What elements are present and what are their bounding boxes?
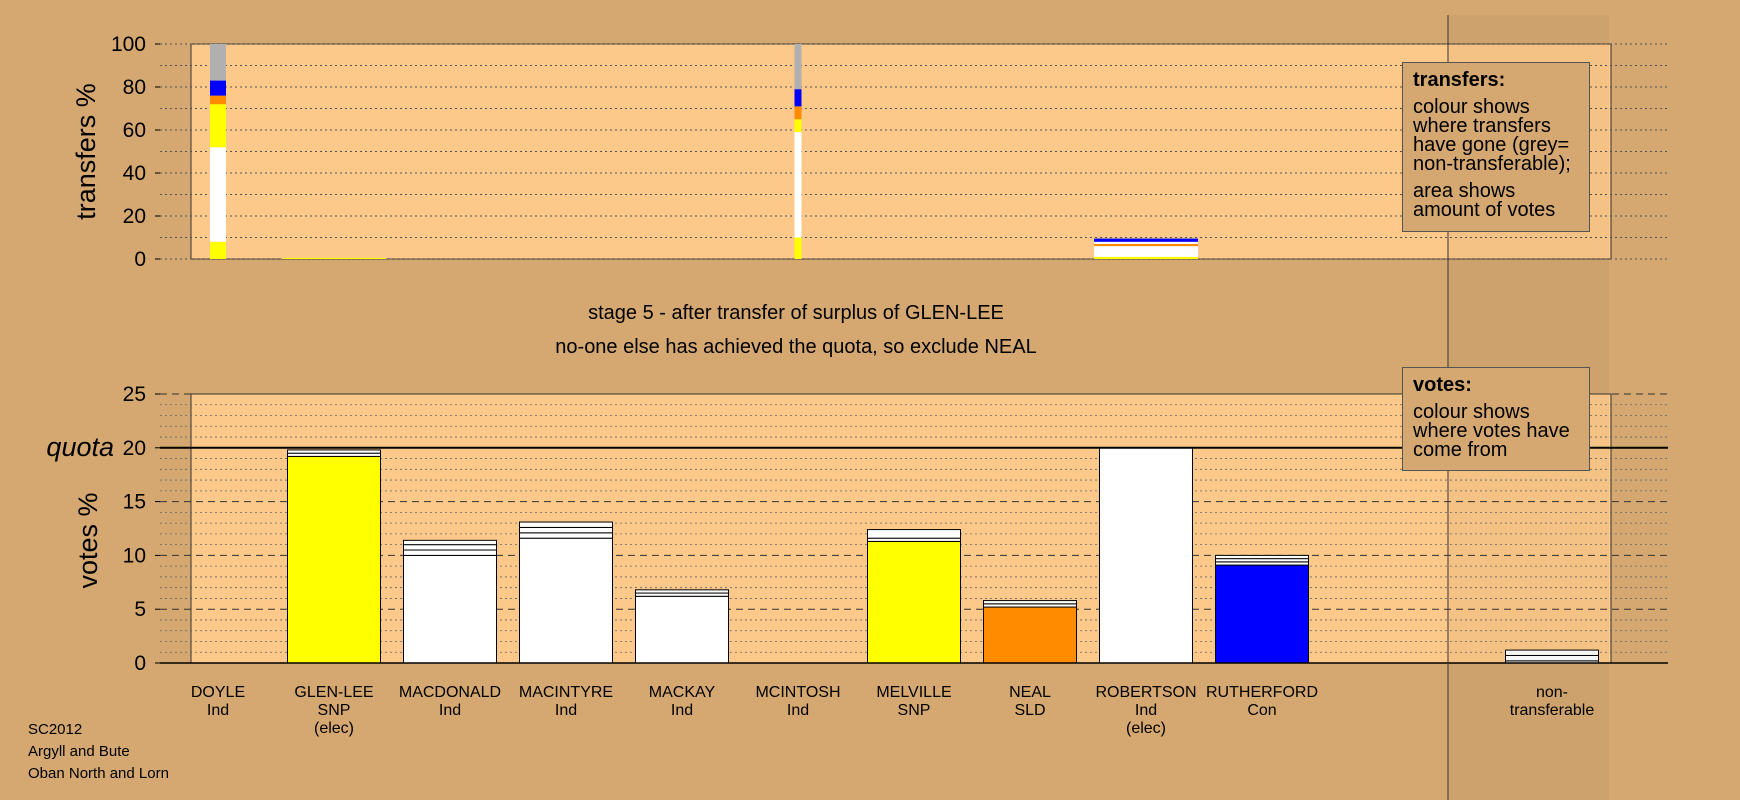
candidate-name: GLEN-LEE <box>294 684 373 701</box>
vote-segment <box>867 540 961 664</box>
vote-segment <box>1099 447 1193 664</box>
transfers-legend-text-1: colour shows where transfers have gone (… <box>1413 96 1571 175</box>
transfers-legend: transfers: colour shows where transfers … <box>1402 62 1590 232</box>
transfer-segment <box>1094 256 1198 259</box>
vote-segment <box>983 606 1077 664</box>
transfer-segment <box>794 119 802 133</box>
non-transferable-label: transferable <box>1510 702 1595 719</box>
stage-title: stage 5 - after transfer of surplus of G… <box>588 302 1004 324</box>
transfer-segment <box>1094 246 1198 257</box>
candidate-name: MELVILLE <box>876 684 951 701</box>
transfers-tick-label: 60 <box>123 119 146 142</box>
candidate-name: MACINTYRE <box>519 684 613 701</box>
vote-segment <box>403 554 497 664</box>
candidate-party: SLD <box>1014 702 1045 719</box>
candidate-name: MACDONALD <box>399 684 501 701</box>
transfer-segment <box>210 241 226 259</box>
vote-segment <box>867 529 961 539</box>
candidate-party: Ind <box>555 702 577 719</box>
transfer-segment <box>1094 238 1198 242</box>
candidate-party: SNP <box>318 702 351 719</box>
transfers-legend-text-2: area shows amount of votes <box>1413 180 1556 221</box>
transfers-tick-label: 0 <box>134 248 146 271</box>
transfer-segment <box>210 104 226 148</box>
candidate-party: SNP <box>898 702 931 719</box>
vote-segment <box>519 521 613 528</box>
quota-label: quota <box>46 432 114 462</box>
votes-axis-label: votes % <box>73 492 103 588</box>
vote-segment <box>403 544 497 551</box>
vote-segment <box>519 537 613 664</box>
votes-legend-text: colour shows where votes have come from <box>1413 401 1570 461</box>
vote-segment <box>983 600 1077 605</box>
vote-segment <box>403 539 497 546</box>
transfer-segment <box>210 147 226 242</box>
candidate-name: ROBERTSON <box>1095 684 1196 701</box>
candidate-status: (elec) <box>314 720 354 737</box>
votes-legend: votes: colour shows where votes have com… <box>1402 367 1590 471</box>
votes-tick-label: 15 <box>123 491 146 514</box>
candidate-name: DOYLE <box>191 684 245 701</box>
vote-segment <box>287 449 381 454</box>
transfer-segment <box>210 44 226 81</box>
vote-segment <box>635 595 729 664</box>
footer-line: Argyll and Bute <box>28 743 130 760</box>
candidate-party: Ind <box>1135 702 1157 719</box>
stage-subtitle: no-one else has achieved the quota, so e… <box>555 336 1036 358</box>
transfer-segment <box>794 89 802 107</box>
votes-tick-label: 5 <box>134 598 146 621</box>
candidate-name: RUTHERFORD <box>1206 684 1318 701</box>
footer-line: SC2012 <box>28 721 82 738</box>
transfers-axis-label: transfers % <box>71 83 101 220</box>
transfers-tick-label: 100 <box>111 33 146 56</box>
candidate-name: MACKAY <box>649 684 716 701</box>
candidate-name: MCINTOSH <box>755 684 840 701</box>
vote-segment <box>519 532 613 539</box>
votes-tick-label: 0 <box>134 652 146 675</box>
candidate-name: NEAL <box>1009 684 1051 701</box>
transfer-segment <box>794 237 802 259</box>
candidate-party: Ind <box>207 702 229 719</box>
transfer-segment <box>1094 243 1198 247</box>
votes-tick-label: 25 <box>123 383 146 406</box>
transfer-segment <box>210 80 226 96</box>
candidate-party: Ind <box>671 702 693 719</box>
votes-tick-label: 10 <box>123 544 146 567</box>
transfers-tick-label: 20 <box>123 205 146 228</box>
transfers-tick-label: 80 <box>123 76 146 99</box>
transfer-segment <box>1094 241 1198 244</box>
footer-line: Oban North and Lorn <box>28 765 169 782</box>
transfer-segment <box>794 106 802 120</box>
vote-segment <box>519 526 613 534</box>
candidate-party: Ind <box>787 702 809 719</box>
vote-segment <box>1215 554 1309 560</box>
vote-segment <box>1505 649 1599 656</box>
transfer-segment <box>794 44 802 90</box>
candidate-party: Ind <box>439 702 461 719</box>
vote-segment <box>635 589 729 594</box>
transfers-tick-label: 40 <box>123 162 146 185</box>
transfer-segment <box>282 257 386 259</box>
transfer-segment <box>794 132 802 238</box>
votes-legend-title: votes: <box>1413 374 1472 396</box>
votes-tick-label: 20 <box>123 437 146 460</box>
candidate-party: Con <box>1247 702 1276 719</box>
transfer-segment <box>210 95 226 105</box>
transfers-legend-title: transfers: <box>1413 69 1506 91</box>
non-transferable-label: non- <box>1536 684 1568 701</box>
vote-segment <box>403 549 497 556</box>
vote-segment <box>287 455 381 664</box>
vote-segment <box>1215 564 1309 664</box>
candidate-status: (elec) <box>1126 720 1166 737</box>
